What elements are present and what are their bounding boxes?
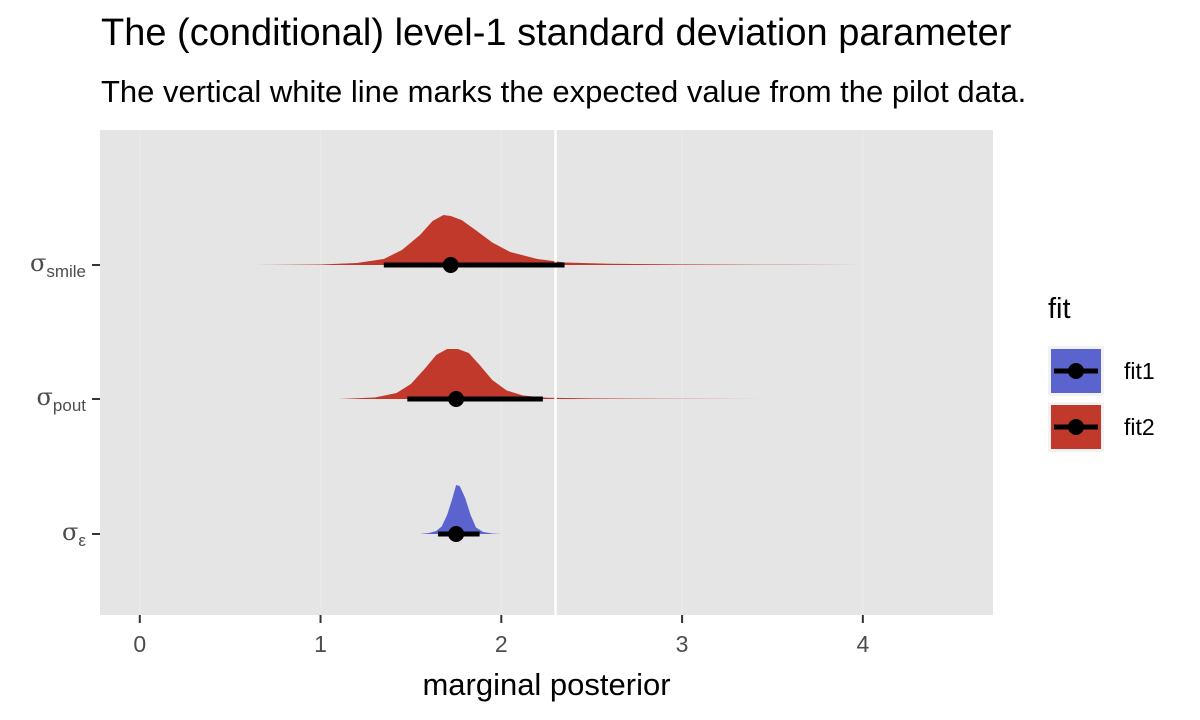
interval-layer [383,257,565,542]
point-estimate-ε [448,526,465,542]
x-tick-label-0: 0 [133,631,146,657]
point-estimate-smile [442,257,459,273]
y-tick-label-symbol: σ [30,249,46,277]
y-tick-label-pout: σpout [37,383,87,415]
y-tick-label-symbol: σ [62,518,78,546]
x-tick-label-4: 4 [856,631,869,657]
chart-title: The (conditional) level-1 standard devia… [101,12,1012,54]
gridlines [139,130,864,615]
legend: fit fit1 fit2 [1048,293,1155,452]
chart-subtitle: The vertical white line marks the expect… [101,74,1027,109]
x-axis-title: marginal posterior [422,667,670,702]
legend-point-glyph-fit2 [1068,419,1084,435]
x-axis: 0 1 2 3 4 [133,615,869,657]
legend-label-fit1: fit1 [1124,358,1155,384]
legend-point-glyph-fit1 [1068,363,1084,379]
point-estimate-pout [448,391,465,407]
y-tick-label-ε: σε [62,518,86,550]
plot-panel-background [100,130,993,615]
x-tick-label-1: 1 [314,631,327,657]
density-layer [248,215,863,534]
density-ε [419,485,502,534]
density-pout [338,349,764,399]
legend-title: fit [1048,293,1071,325]
y-tick-label-symbol: σ [37,383,53,411]
x-tick-label-2: 2 [495,631,508,657]
y-tick-label-subscript: ε [78,531,86,550]
legend-label-fit2: fit2 [1124,414,1155,440]
y-tick-label-subscript: smile [46,262,86,281]
y-tick-label-subscript: pout [53,396,86,415]
density-smile [248,215,863,265]
x-tick-label-3: 3 [676,631,689,657]
y-tick-label-smile: σsmile [30,249,86,281]
